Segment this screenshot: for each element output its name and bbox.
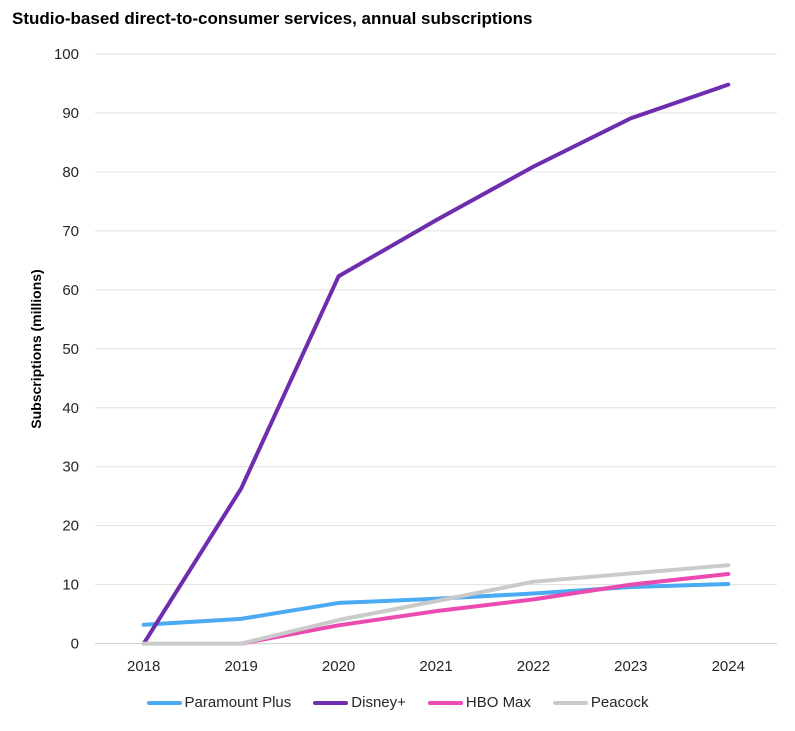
y-tick-label: 10 bbox=[62, 577, 79, 594]
y-tick-label: 0 bbox=[71, 636, 79, 653]
legend-label: Disney+ bbox=[351, 694, 406, 711]
legend-swatch bbox=[552, 700, 588, 705]
line-peacock bbox=[141, 563, 731, 646]
legend-label: Peacock bbox=[590, 694, 649, 711]
legend-swatch bbox=[313, 700, 349, 705]
legend: Paramount Plus Disney+ HBO Max Peacock bbox=[0, 694, 795, 711]
y-tick-label: 50 bbox=[62, 341, 79, 358]
x-tick-label: 2023 bbox=[614, 658, 647, 675]
x-tick-label: 2018 bbox=[127, 658, 160, 675]
legend-item: Disney+ bbox=[313, 694, 406, 711]
series-disney bbox=[141, 82, 731, 646]
chart-title: Studio-based direct-to-consumer services… bbox=[12, 9, 533, 28]
y-axis-title: Subscriptions (millions) bbox=[28, 269, 44, 428]
x-tick-label: 2021 bbox=[419, 658, 452, 675]
y-axis-ticks: 0 10 20 30 40 50 60 70 80 90 100 bbox=[54, 46, 79, 653]
legend-item: Peacock bbox=[552, 694, 649, 711]
line-hbo-max bbox=[239, 572, 731, 646]
line-paramount-plus bbox=[141, 582, 731, 627]
x-tick-label: 2019 bbox=[224, 658, 257, 675]
legend-item: Paramount Plus bbox=[146, 694, 292, 711]
legend-swatch bbox=[146, 700, 182, 705]
x-axis-ticks: 2018 2019 2020 2021 2022 2023 2024 bbox=[127, 658, 745, 675]
y-tick-label: 30 bbox=[62, 459, 79, 476]
legend-label: Paramount Plus bbox=[184, 694, 292, 711]
y-tick-label: 90 bbox=[62, 105, 79, 122]
y-tick-label: 40 bbox=[62, 400, 79, 417]
line-disney bbox=[141, 82, 731, 646]
x-tick-label: 2022 bbox=[517, 658, 550, 675]
y-tick-label: 60 bbox=[62, 282, 79, 299]
y-tick-label: 70 bbox=[62, 223, 79, 240]
y-tick-label: 100 bbox=[54, 46, 79, 63]
series-peacock bbox=[141, 563, 731, 646]
series-lines bbox=[141, 82, 731, 646]
series-paramount-plus bbox=[141, 582, 731, 627]
y-tick-label: 20 bbox=[62, 518, 79, 535]
gridlines bbox=[95, 53, 777, 645]
x-tick-label: 2020 bbox=[322, 658, 355, 675]
legend-swatch bbox=[427, 700, 463, 705]
legend-label: HBO Max bbox=[465, 694, 531, 711]
legend-item: HBO Max bbox=[427, 694, 531, 711]
x-tick-label: 2024 bbox=[712, 658, 745, 675]
y-tick-label: 80 bbox=[62, 164, 79, 181]
